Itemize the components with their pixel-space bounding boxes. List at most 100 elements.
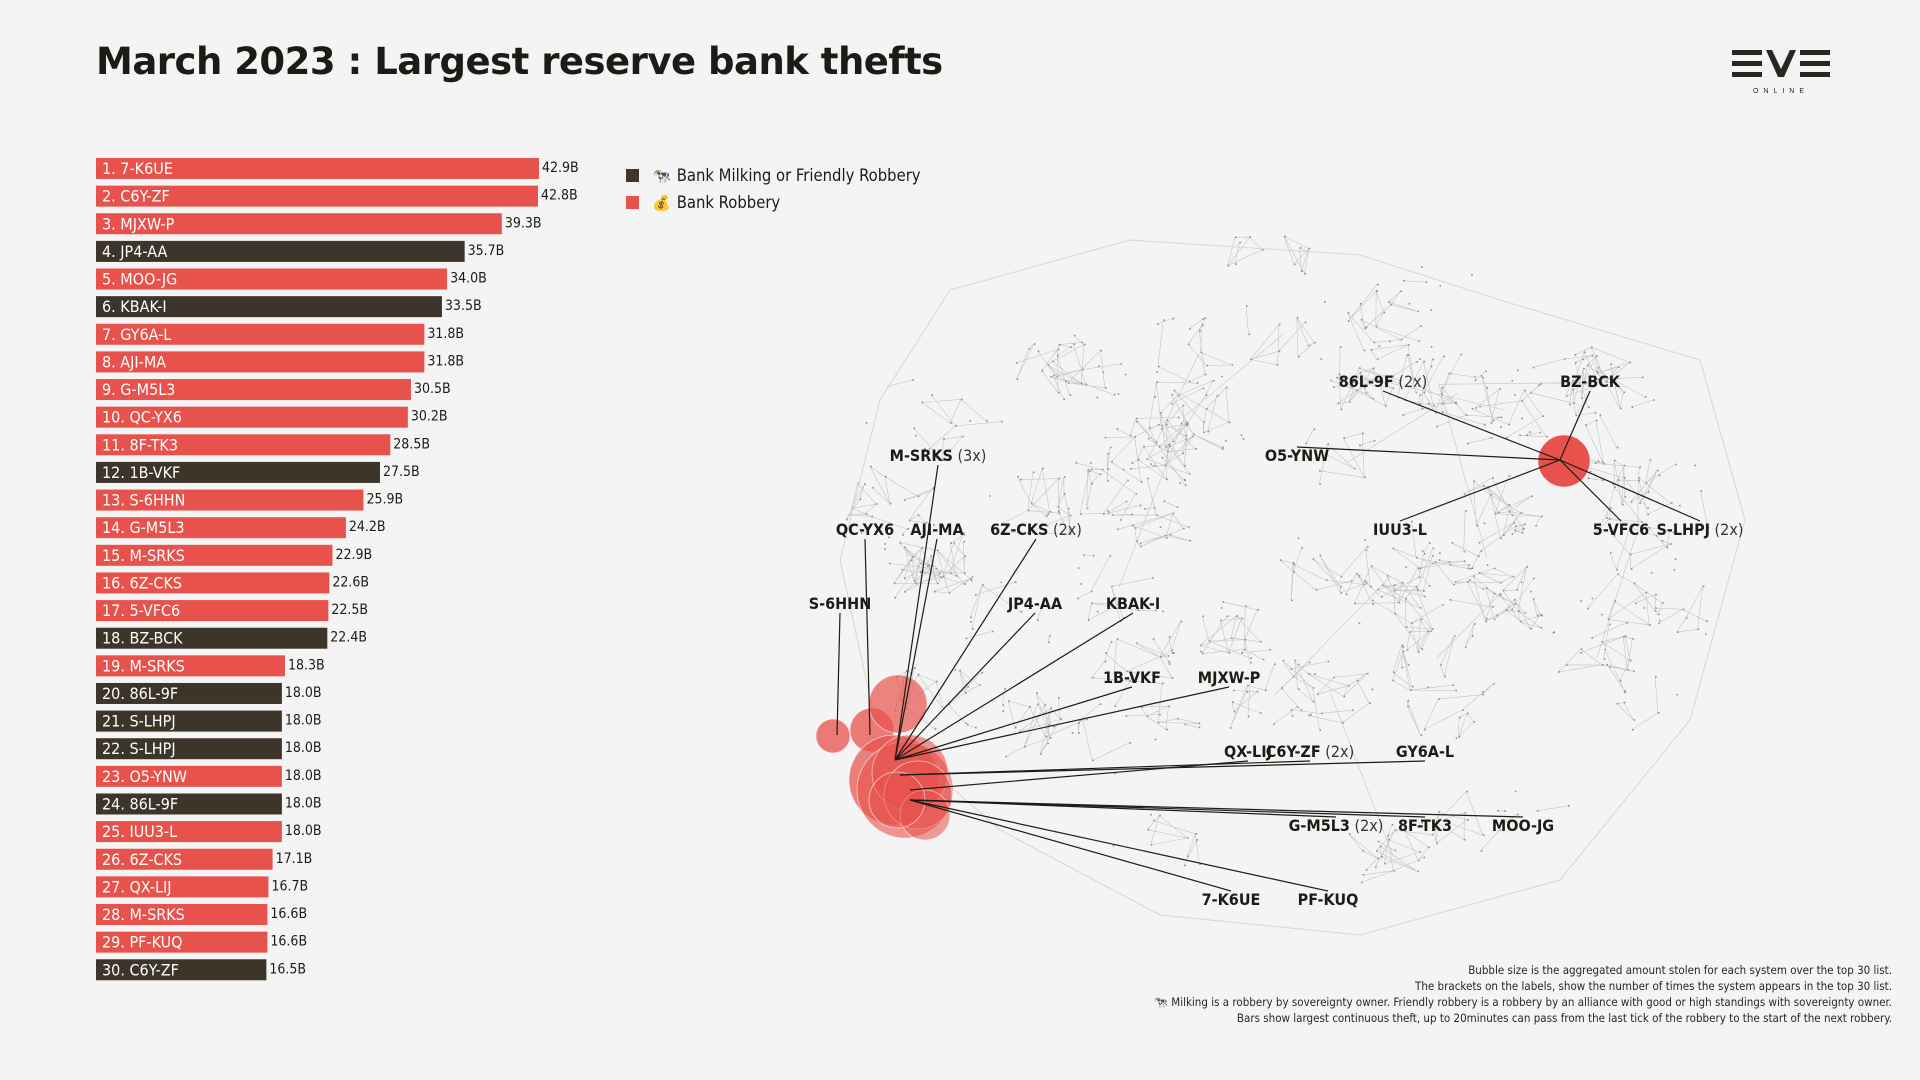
leader-line [894,612,1036,761]
bar-label: 22. S-LHPJ [102,739,176,758]
bar [96,848,273,870]
leader-line [894,686,1133,761]
legend-item-milking: 🐄 Bank Milking or Friendly Robbery [626,162,921,189]
legend-label: Bank Milking or Friendly Robbery [676,166,921,185]
eve-online-logo: ONLINE [1732,50,1830,95]
bar [96,765,282,787]
bar-value-label: 24.2B [349,519,386,535]
bar [96,793,282,815]
leader-line [899,760,1426,776]
system-label: G-M5L3 (2x) [1289,816,1384,835]
system-label: MOO-JG [1492,816,1554,835]
bar [96,323,425,345]
bar-label: 26. 6Z-CKS [102,850,182,869]
bar [96,517,346,539]
footnote: Bars show largest continuous theft, up t… [1236,1011,1892,1025]
system-label: 6Z-CKS (2x) [990,520,1082,539]
bar [96,821,282,843]
money-bag-icon: 💰 [652,193,671,212]
bar-label: 7. GY6A-L [102,325,171,344]
page-title: March 2023 : Largest reserve bank thefts [96,40,943,83]
bar-value-label: 39.3B [505,215,542,231]
bar-label: 10. QC-YX6 [102,408,182,427]
bar-value-label: 22.5B [331,602,368,618]
bar-label: 2. C6Y-ZF [102,187,170,206]
system-label: 86L-9F (2x) [1339,372,1428,391]
leader-line [894,464,939,761]
bar-label: 16. 6Z-CKS [102,573,182,592]
leader-line [909,799,1329,892]
leader-line [894,612,1134,761]
bar-label: 24. 86L-9F [102,794,178,813]
leader-line [1559,459,1622,522]
legend-item-robbery: 💰 Bank Robbery [626,189,921,216]
bar-label: 15. M-SRKS [102,546,185,565]
bar-value-label: 35.7B [468,243,505,259]
bar-value-label: 33.5B [445,298,482,314]
legend-swatch [626,169,639,182]
leader-line [909,799,1232,892]
bubble [1537,434,1591,488]
bar-label: 8. AJI-MA [102,352,166,371]
bar-label: 6. KBAK-I [102,297,167,316]
bar-label: 13. S-6HHN [102,491,185,510]
bar-label: 3. MJXW-P [102,214,175,233]
bar [96,351,425,373]
bar-value-label: 27.5B [383,464,420,480]
system-label: 8F-TK3 [1398,816,1452,835]
bar [96,959,267,981]
bar-label: 11. 8F-TK3 [102,435,178,454]
bar-value-label: 42.8B [541,188,578,204]
bar-value-label: 28.5B [393,436,430,452]
bar [96,931,268,953]
bar [96,240,465,262]
bar-label: 12. 1B-VKF [102,463,180,482]
bar [96,544,333,566]
bar [96,876,269,898]
bar-value-label: 34.0B [450,271,487,287]
bar-value-label: 25.9B [366,492,403,508]
system-label: 5-VFC6 [1593,520,1649,539]
bar-label: 18. BZ-BCK [102,629,183,648]
system-label: O5-YNW [1265,446,1329,465]
leader-line [1296,446,1561,461]
bar [96,710,282,732]
system-label: QC-YX6 [836,520,894,539]
leader-line [894,686,1230,761]
leader-line [1559,390,1591,461]
leader-line [1382,390,1561,461]
system-label: C6Y-ZF (2x) [1266,742,1354,761]
legend: 🐄 Bank Milking or Friendly Robbery 💰 Bank R… [626,162,921,216]
bar-value-label: 16.5B [269,961,306,977]
bar-value-label: 30.5B [414,381,451,397]
bar-value-label: 18.0B [285,740,322,756]
bar-value-label: 30.2B [411,409,448,425]
system-label: AJI-MA [910,520,964,539]
system-label: KBAK-I [1106,594,1160,613]
bar-label: 17. 5-VFC6 [102,601,180,620]
bar [96,406,408,428]
bar-value-label: 18.0B [285,768,322,784]
legend-swatch [626,196,639,209]
system-label: M-SRKS (3x) [890,446,987,465]
bar [96,268,448,290]
system-label: PF-KUQ [1298,890,1359,909]
leader-line [864,538,871,736]
bar-label: 20. 86L-9F [102,684,178,703]
bar [96,904,268,926]
bar-label: 23. O5-YNW [102,767,187,786]
bar-value-label: 18.0B [285,823,322,839]
system-label: JP4-AA [1007,594,1063,613]
system-label: GY6A-L [1396,742,1454,761]
system-label: 1B-VKF [1103,668,1161,687]
logo-subtitle: ONLINE [1753,88,1809,95]
bar-label: 21. S-LHPJ [102,712,176,731]
bar [96,572,330,594]
leader-line [909,760,1249,791]
bar-value-label: 18.3B [288,657,325,673]
bar-label: 25. IUU3-L [102,822,177,841]
footnote: The brackets on the labels, show the num… [1415,979,1892,993]
bar [96,600,329,622]
leader-line [1559,459,1701,522]
system-labels: 86L-9F (2x) BZ-BCK O5-YNW IUU3-L 5-VFC6 S-LHP… [809,372,1744,909]
